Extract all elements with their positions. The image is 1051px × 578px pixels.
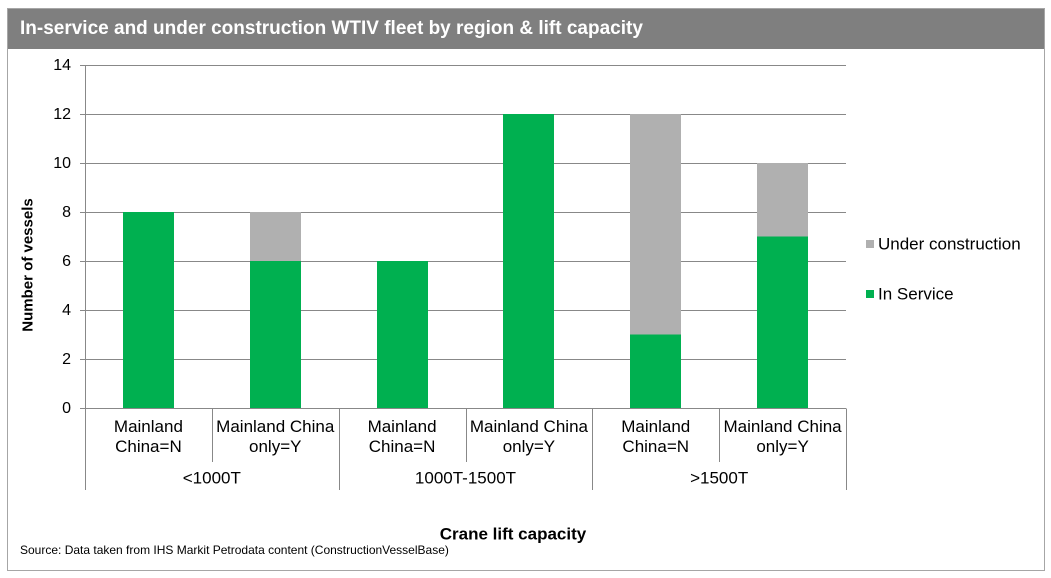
legend-label: Under construction [878,235,1021,254]
y-tick-label: 10 [53,155,71,172]
x-axis-group-label: 1000T-1500T [415,469,516,488]
x-axis-group-labels: <1000T 1000T-1500T >1500T [183,469,748,488]
legend-item-under-construction: Under construction [866,235,1021,254]
bar-in-service-4 [503,114,554,408]
x-axis-separators [85,408,847,490]
bar-under-construction-2 [250,212,301,261]
source-note: Source: Data taken from IHS Markit Petro… [20,543,449,557]
x-axis-group-label: >1500T [690,469,748,488]
y-axis-ticks: 0 2 4 6 8 10 12 14 [53,57,86,417]
bars [123,114,808,408]
chart-frame: In-service and under construction WTIV f… [7,8,1045,571]
gridlines [85,65,846,409]
y-axis-title: Number of vessels [20,198,37,331]
x-axis-title: Crane lift capacity [440,525,587,544]
chart-title: In-service and under construction WTIV f… [20,18,643,39]
chart-title-bar: In-service and under construction WTIV f… [8,9,1044,49]
bar-in-service-2 [250,261,301,408]
y-tick-label: 4 [62,302,71,319]
bar-in-service-6 [757,236,808,408]
legend-item-in-service: In Service [866,285,954,304]
x-axis-group-label: <1000T [183,469,241,488]
bar-under-construction-5 [630,114,681,335]
y-tick-label: 2 [62,351,71,368]
bar-under-construction-6 [757,163,808,237]
legend: Under construction In Service [866,235,1021,304]
legend-label: In Service [878,285,954,304]
y-tick-label: 14 [53,57,71,74]
bar-in-service-1 [123,212,174,408]
y-tick-label: 6 [62,253,71,270]
bar-in-service-3 [377,261,428,408]
y-tick-label: 0 [62,400,71,417]
y-tick-label: 12 [53,106,71,123]
legend-swatch [866,240,874,248]
legend-swatch [866,290,874,298]
bar-in-service-5 [630,334,681,408]
y-tick-label: 8 [62,204,71,221]
